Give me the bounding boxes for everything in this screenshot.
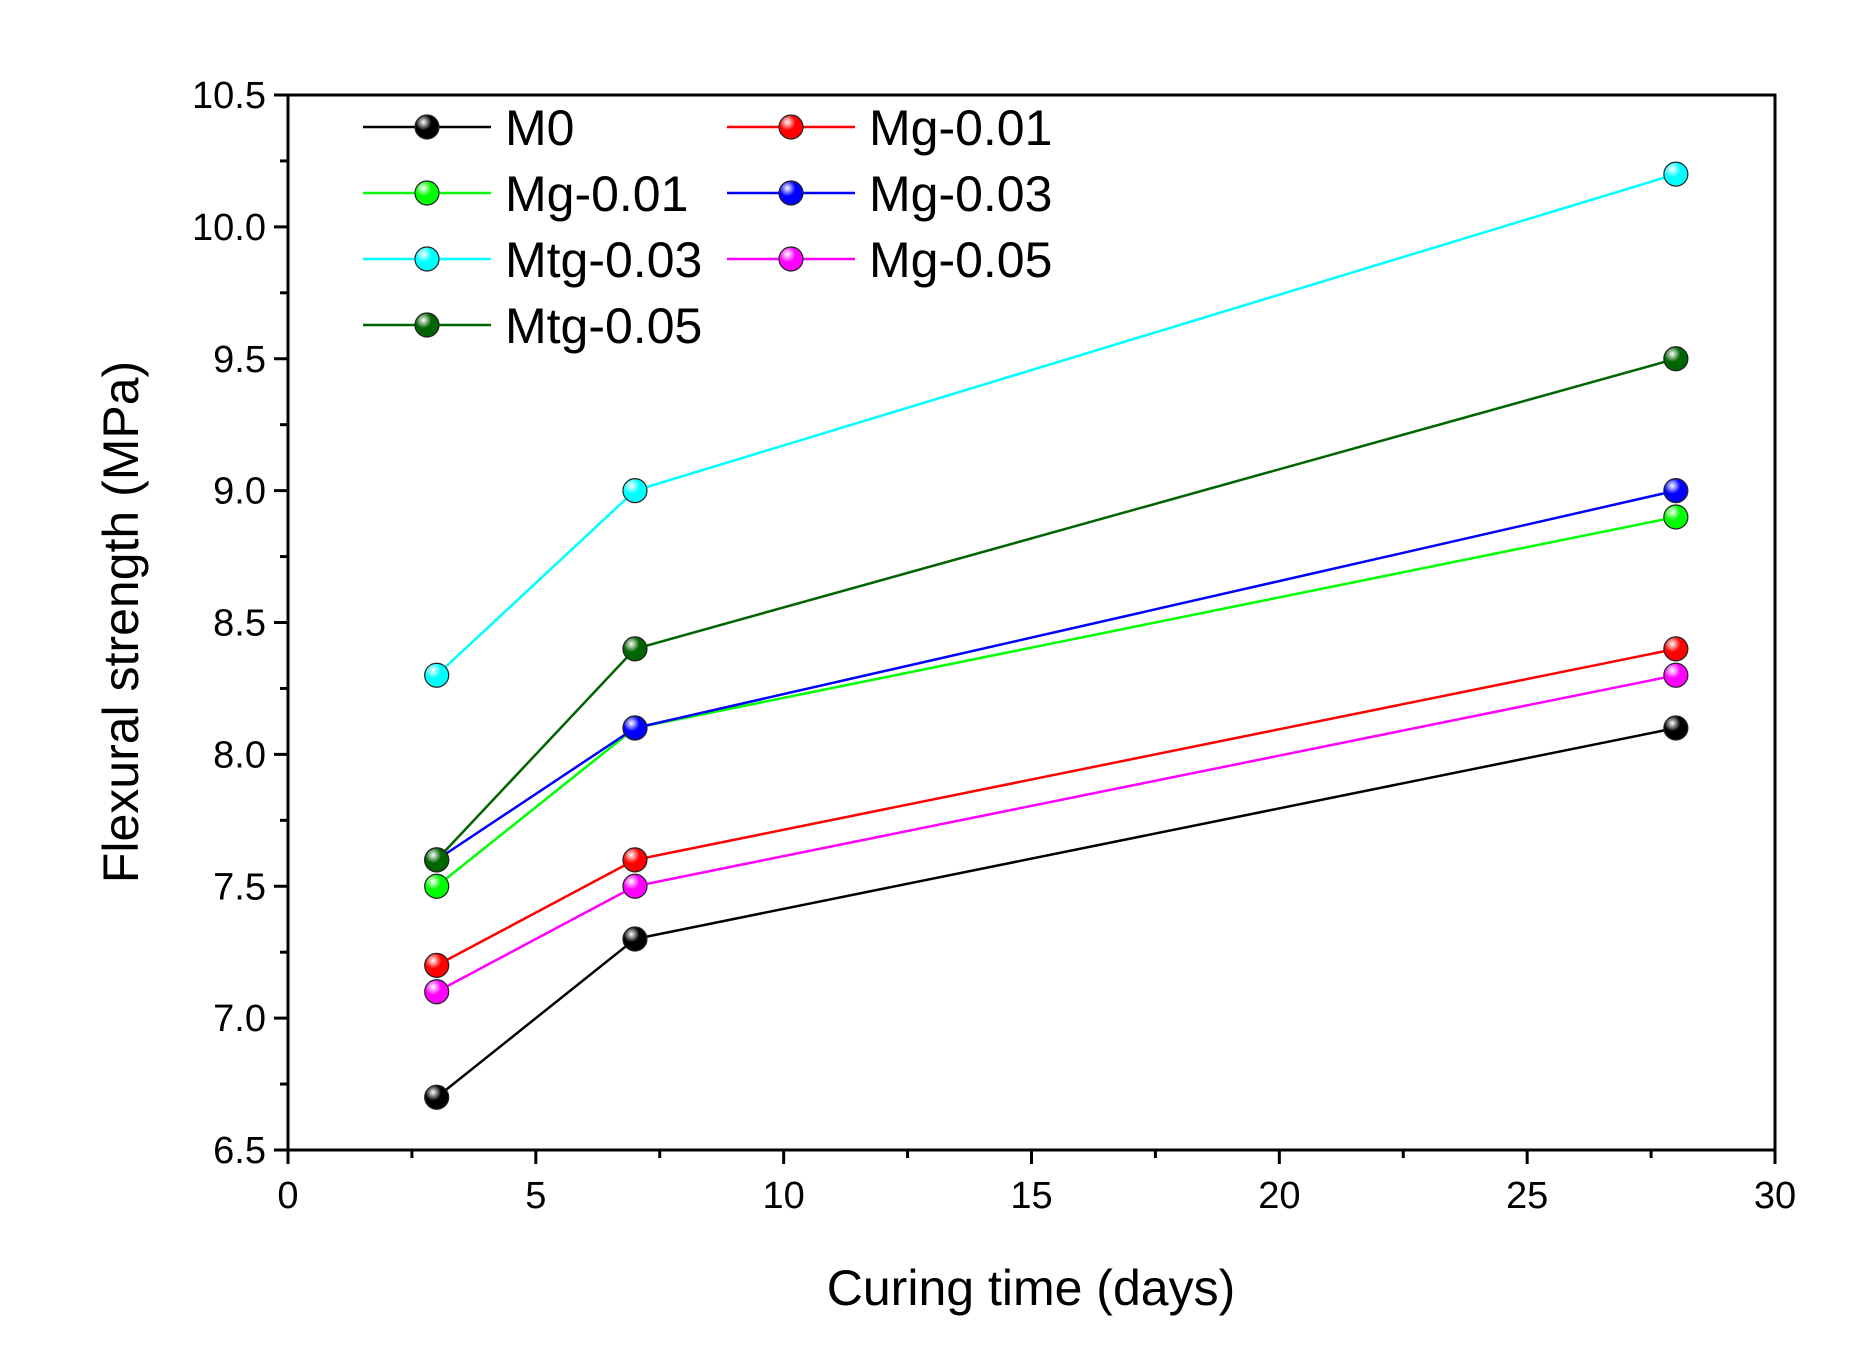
series-line (436, 647, 1677, 967)
legend-entry-mtg-0-03: Mtg-0.03 (363, 232, 702, 288)
series-mg-0-05-5 (424, 662, 1689, 1005)
data-point (622, 873, 648, 899)
y-tick-label: 9.0 (213, 471, 266, 513)
y-tick-label: 9.5 (213, 339, 266, 381)
legend-marker (778, 180, 804, 206)
axis-tick-labels: 0 5 10 15 20 25 30 6.5 7.0 7.5 8.0 8.5 9.0 9.5 10.0 10.… (192, 75, 1796, 1217)
data-point (1663, 346, 1689, 372)
data-point (622, 636, 648, 662)
y-tick-label: 6.5 (213, 1130, 266, 1172)
data-point (622, 926, 648, 952)
x-tick-label: 10 (763, 1175, 805, 1217)
legend-label: Mg-0.01 (505, 166, 688, 222)
series-mg-0-01-2 (424, 504, 1689, 899)
data-point (1663, 662, 1689, 688)
legend-entry-mg-0-05: Mg-0.05 (727, 232, 1052, 288)
x-tick-label: 15 (1010, 1175, 1052, 1217)
legend-entry-mg-0-01: Mg-0.01 (727, 100, 1052, 156)
x-tick-label: 25 (1506, 1175, 1548, 1217)
series-mtg-0-03-4 (424, 161, 1689, 688)
series-line (435, 357, 1677, 861)
legend-entry-m0: M0 (363, 100, 574, 156)
series-mg-0-03-3 (424, 478, 1689, 873)
data-point (424, 662, 450, 688)
x-tick-label: 5 (525, 1175, 546, 1217)
legend-label: Mg-0.05 (869, 232, 1052, 288)
series-m0-0 (424, 715, 1689, 1110)
data-point (1663, 636, 1689, 662)
legend-label: Mtg-0.05 (505, 298, 702, 354)
data-point (1663, 478, 1689, 504)
data-point (424, 979, 450, 1005)
data-point (424, 1084, 450, 1110)
x-tick-label: 0 (277, 1175, 298, 1217)
series-mg-0-01-1 (424, 636, 1689, 978)
data-point (424, 873, 450, 899)
data-point (1663, 504, 1689, 530)
x-tick-label: 30 (1754, 1175, 1796, 1217)
legend-marker (778, 114, 804, 140)
y-tick-label: 8.5 (213, 603, 266, 645)
y-tick-label: 10.0 (192, 207, 266, 249)
series-lines (424, 161, 1689, 1110)
legend-label: Mtg-0.03 (505, 232, 702, 288)
data-point (424, 952, 450, 978)
series-line (435, 726, 1677, 1099)
legend-marker (778, 246, 804, 272)
y-tick-label: 8.0 (213, 734, 266, 776)
legend-label: Mg-0.01 (869, 100, 1052, 156)
legend-entry-mg-0-01: Mg-0.01 (363, 166, 688, 222)
data-point (622, 478, 648, 504)
legend-entry-mtg-0-05: Mtg-0.05 (363, 298, 702, 354)
legend-marker (414, 114, 440, 140)
series-line (435, 515, 1677, 888)
y-tick-label: 7.5 (213, 866, 266, 908)
legend-label: M0 (505, 100, 574, 156)
axis-ticks (274, 93, 1777, 1164)
data-point (622, 847, 648, 873)
legend-label: Mg-0.03 (869, 166, 1052, 222)
legend-marker (414, 312, 440, 338)
data-point (424, 847, 450, 873)
legend: M0 Mg-0.01 Mg-0.01 Mg-0.03 Mtg-0.03 Mg-0.05 Mt… (363, 100, 1052, 354)
y-axis-title: Flexural strength (MPa) (93, 361, 149, 883)
legend-marker (414, 246, 440, 272)
data-point (622, 715, 648, 741)
series-line (436, 489, 1677, 861)
x-tick-label: 20 (1258, 1175, 1300, 1217)
x-axis-title: Curing time (days) (827, 1260, 1235, 1316)
series-line (436, 674, 1677, 993)
y-tick-label: 10.5 (192, 75, 266, 117)
y-tick-label: 7.0 (213, 998, 266, 1040)
data-point (1663, 161, 1689, 187)
legend-entry-mg-0-03: Mg-0.03 (727, 166, 1052, 222)
data-point (1663, 715, 1689, 741)
series-mtg-0-05-6 (424, 346, 1689, 873)
legend-marker (414, 180, 440, 206)
